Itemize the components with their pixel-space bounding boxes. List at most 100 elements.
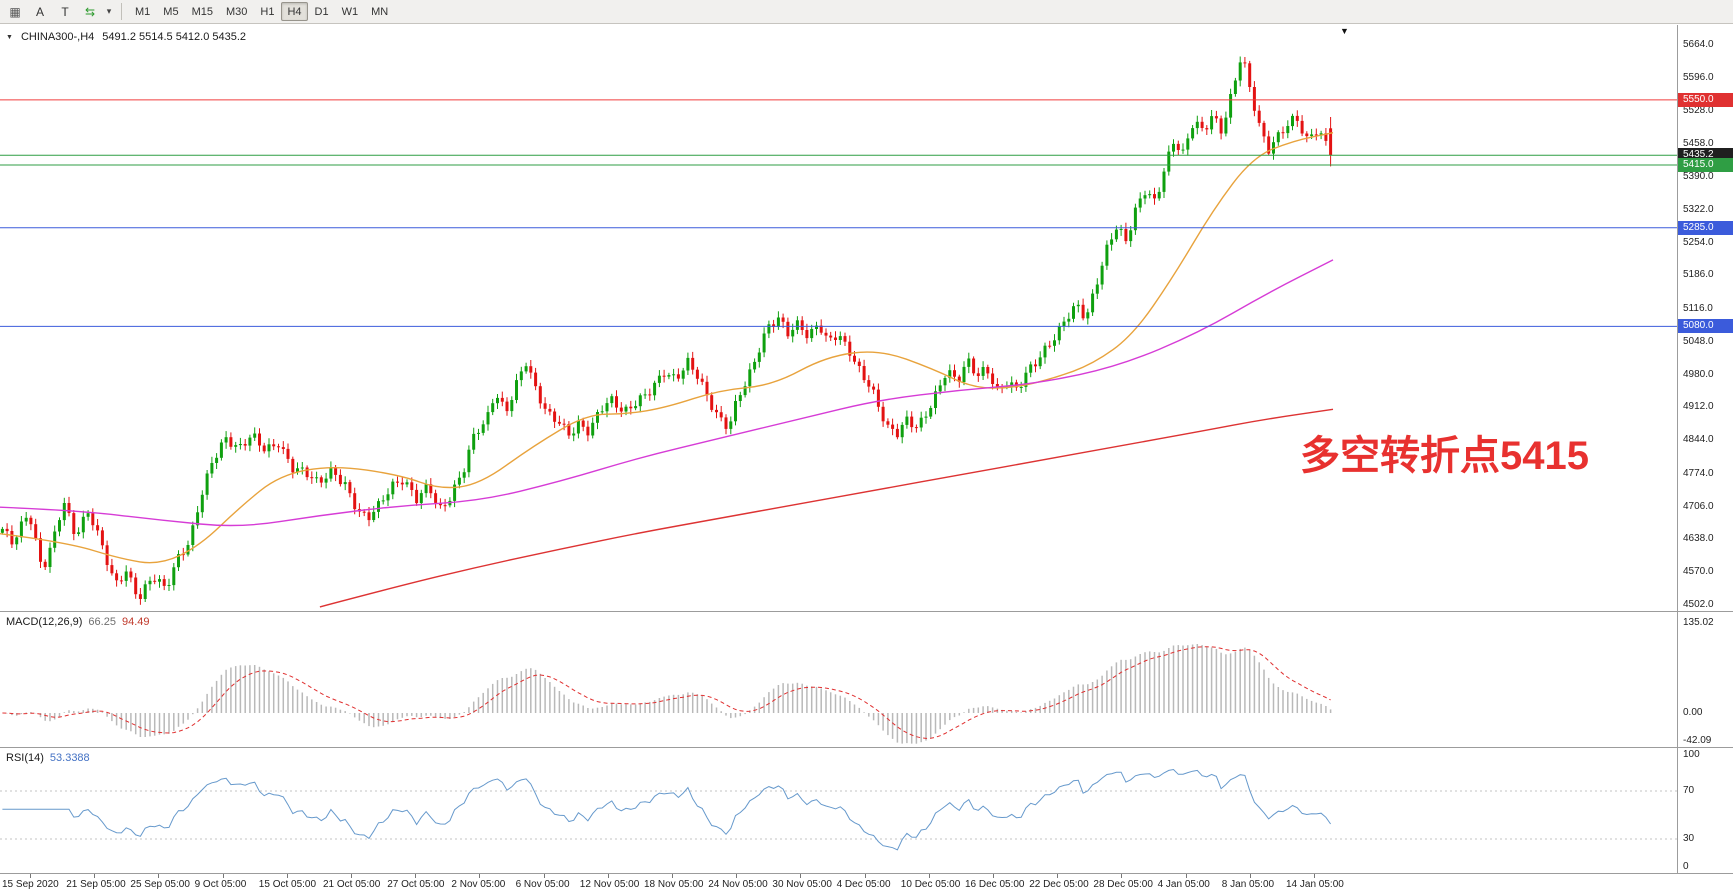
- macd-value-signal: 94.49: [121, 616, 150, 628]
- price-tag: 5550.0: [1678, 92, 1733, 107]
- timeframe-button-w1[interactable]: W1: [341, 5, 359, 18]
- timeframe-buttons: M1 M5 M15 M30 H1 H4 D1 W1 MN: [129, 2, 394, 21]
- axis-label: 0.00: [1683, 707, 1703, 718]
- time-axis-label: 14 Jan 05:00: [1286, 879, 1344, 890]
- time-axis-tick: [672, 874, 673, 878]
- rsi-name: RSI(14): [6, 752, 44, 764]
- time-axis-label: 15 Oct 05:00: [258, 879, 317, 890]
- time-axis-tick: [543, 874, 545, 878]
- macd-name: MACD(12,26,9): [6, 616, 83, 628]
- axis-label: 5048.0: [1683, 335, 1714, 347]
- axis-label: 4706.0: [1683, 500, 1714, 512]
- price-axis[interactable]: 5664.0 5596.0 5528.0 5458.0 5390.0 5322.0 5254…: [1677, 25, 1733, 874]
- time-axis-label: 30 Nov 05:00: [772, 879, 832, 890]
- time-axis-label: 21 Oct 05:00: [323, 879, 381, 890]
- rsi-value: 53.3388: [49, 752, 90, 764]
- axis-label: 5186.0: [1683, 269, 1714, 281]
- time-axis-label: 16 Dec 05:00: [965, 879, 1025, 890]
- ohlc-values: 5491.2 5514.5 5412.0 5435.2: [102, 31, 247, 43]
- price-tag: 5415.0: [1678, 158, 1733, 172]
- time-axis-label: 15 Sep 2020: [2, 879, 59, 890]
- macd-value-main: 66.25: [88, 616, 116, 628]
- symbol-marker-icon: ▼: [6, 33, 13, 41]
- toolbar-icons: ▦ A T ⇆ ▾: [4, 2, 114, 21]
- toolbar: ▦ A T ⇆ ▾ M1 M5 M15 M30 H1 H4 D1 W1 MN: [0, 0, 1733, 24]
- time-axis-label: 18 Nov 05:00: [644, 879, 704, 890]
- panel-divider[interactable]: [0, 611, 1733, 612]
- main-chart-region[interactable]: ▼ CHINA300-,H4 5491.2 5514.5 5412.0 5435…: [0, 25, 1677, 611]
- timeframe-button-d1[interactable]: D1: [314, 5, 329, 18]
- price-tag: 5285.0: [1678, 220, 1733, 235]
- time-axis-tick: [1185, 874, 1187, 878]
- axis-label: -42.09: [1683, 735, 1712, 747]
- time-axis-tick: [1249, 874, 1251, 878]
- axis-label: 4774.0: [1683, 467, 1714, 479]
- arrow-tool-icon[interactable]: A: [35, 4, 44, 19]
- time-axis-label: 2 Nov 05:00: [451, 879, 506, 890]
- axis-label: 30: [1683, 833, 1695, 844]
- time-axis-label: 4 Dec 05:00: [836, 879, 891, 890]
- macd-chart[interactable]: [0, 612, 1677, 747]
- time-axis-tick: [94, 874, 96, 878]
- toolbar-separator: [121, 3, 122, 20]
- chart-title: ▼ CHINA300-,H4 5491.2 5514.5 5412.0 5435…: [6, 31, 246, 43]
- axis-label: 5322.0: [1683, 203, 1714, 215]
- panel-divider: [0, 873, 1733, 874]
- axis-label: 4638.0: [1683, 533, 1714, 545]
- chart-annotation-text: 多空转折点5415: [1300, 434, 1589, 478]
- rsi-chart[interactable]: [0, 748, 1677, 873]
- text-tool-icon[interactable]: T: [61, 4, 69, 19]
- time-axis-tick: [864, 874, 866, 878]
- timeframe-button-mn[interactable]: MN: [371, 5, 389, 18]
- time-axis-tick: [1314, 874, 1315, 878]
- axis-label: 4502.0: [1683, 599, 1714, 610]
- chart-shift-marker-icon[interactable]: ▼: [1340, 26, 1349, 36]
- axis-label: 4912.0: [1683, 401, 1714, 413]
- axis-label: 70: [1683, 785, 1695, 796]
- macd-panel[interactable]: MACD(12,26,9) 66.25 94.49: [0, 612, 1677, 747]
- axis-label: 5254.0: [1683, 236, 1714, 248]
- axis-label: 4844.0: [1683, 434, 1714, 446]
- candlestick-chart[interactable]: [0, 25, 1677, 611]
- time-axis-label: 21 Sep 05:00: [66, 879, 126, 890]
- timeframe-button-m1[interactable]: M1: [135, 5, 151, 18]
- time-axis-tick: [222, 874, 224, 878]
- time-axis-tick: [1121, 874, 1123, 878]
- time-axis-tick: [415, 874, 417, 878]
- timeframe-button-m30[interactable]: M30: [225, 5, 248, 18]
- axis-label: 5458.0: [1683, 138, 1714, 150]
- axis-label: 100: [1683, 749, 1700, 760]
- price-tag: 5080.0: [1678, 319, 1733, 334]
- rsi-label: RSI(14) 53.3388: [6, 752, 90, 764]
- time-axis-tick: [351, 874, 352, 878]
- time-axis[interactable]: 15 Sep 2020 21 Sep 05:00 25 Sep 05:00 9 Oct…: [0, 874, 1733, 894]
- indicator-cycle-icon[interactable]: ⇆: [84, 4, 96, 19]
- time-axis-tick: [928, 874, 930, 878]
- time-axis-label: 12 Nov 05:00: [579, 879, 640, 890]
- panel-divider[interactable]: [0, 747, 1733, 748]
- axis-label: 5664.0: [1683, 39, 1714, 50]
- chart-window-icon[interactable]: ▦: [9, 4, 21, 19]
- timeframe-button-m5[interactable]: M5: [163, 5, 179, 18]
- time-axis-label: 9 Oct 05:00: [194, 879, 247, 890]
- time-axis-tick: [993, 874, 994, 878]
- time-axis-label: 25 Sep 05:00: [130, 879, 190, 890]
- symbol-timeframe-label: CHINA300-,H4: [20, 31, 95, 43]
- time-axis-label: 27 Oct 05:00: [387, 879, 445, 890]
- dropdown-arrow-icon[interactable]: ▾: [106, 6, 112, 16]
- timeframe-button-m15[interactable]: M15: [191, 5, 213, 18]
- axis-label: 135.02: [1683, 616, 1714, 628]
- axis-label: 0: [1683, 861, 1689, 872]
- rsi-panel[interactable]: RSI(14) 53.3388: [0, 748, 1677, 873]
- time-axis-label: 24 Nov 05:00: [708, 879, 768, 890]
- time-axis-tick: [1057, 874, 1059, 878]
- time-axis-tick: [736, 874, 738, 878]
- axis-label: 5116.0: [1683, 303, 1713, 315]
- axis-label: 4570.0: [1683, 566, 1714, 578]
- timeframe-button-h4[interactable]: H4: [281, 2, 308, 21]
- axis-label: 4980.0: [1683, 368, 1714, 380]
- time-axis-tick: [479, 874, 481, 878]
- timeframe-button-h1[interactable]: H1: [260, 5, 275, 18]
- time-axis-label: 22 Dec 05:00: [1029, 879, 1089, 890]
